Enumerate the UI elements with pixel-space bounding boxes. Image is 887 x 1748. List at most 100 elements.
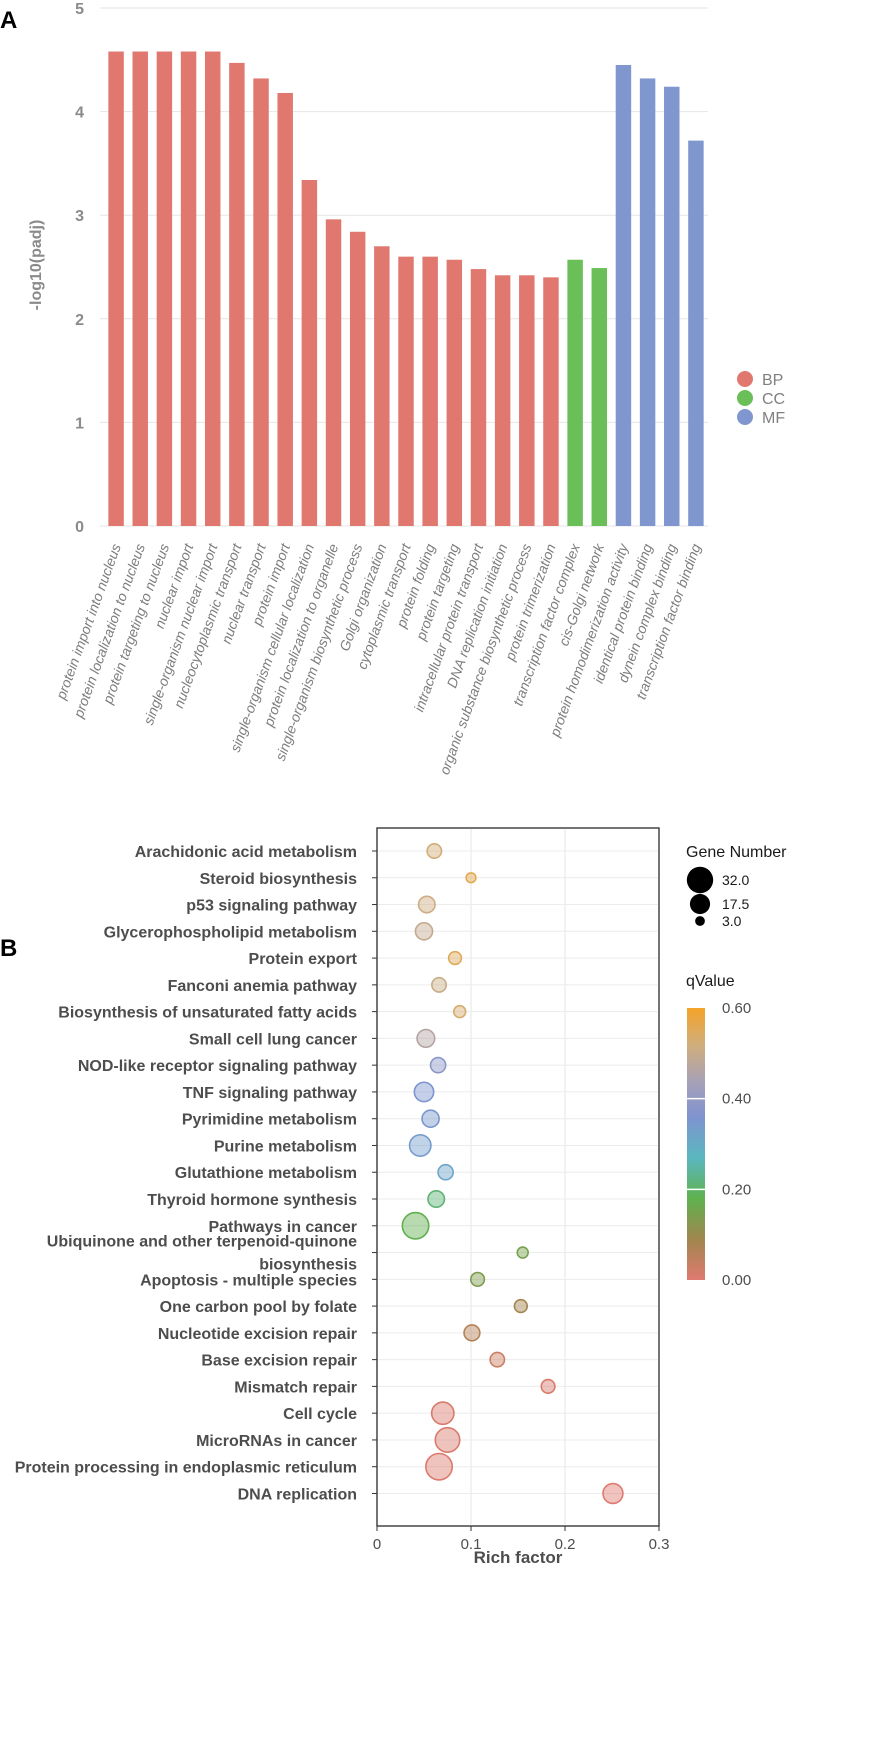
bar [615,64,632,526]
color-legend-label: 0.20 [722,1181,751,1198]
bar [470,269,487,526]
bubble [429,1056,447,1074]
legend-swatch [737,409,753,425]
legend-swatch [737,390,753,406]
pathway-label: Base excision repair [201,1353,357,1370]
size-legend-label: 3.0 [722,913,742,929]
bubble [452,1004,467,1019]
bar [688,140,704,526]
pathway-label: Biosynthesis of unsaturated fatty acids [58,1005,357,1022]
bubble [465,872,477,884]
bar [253,78,269,526]
bar [519,275,535,526]
pathway-label: Mismatch repair [234,1379,357,1396]
pathway-label: One carbon pool by folate [160,1299,357,1316]
pathway-label: Cell cycle [283,1406,357,1423]
y-tick-label: 4 [75,105,84,122]
x-tick-label: 0.1 [461,1536,482,1553]
bar [664,86,680,527]
pathway-label: Pathways in cancer [208,1219,357,1236]
bar [543,277,559,526]
kegg-bubble-chart: 0 0.1 0.2 0.3 Arachidonic acid metabolism Ste… [15,827,787,1567]
x-axis-label: Rich factor [474,1548,563,1567]
bar [180,51,197,527]
bar [422,256,438,526]
y-tick-label: 2 [75,312,84,329]
pathway-label: NOD-like receptor signaling pathway [78,1058,357,1075]
plot-frame [376,827,660,1527]
pathway-label: DNA replication [238,1486,357,1503]
bar [446,259,463,526]
size-legend-dot [686,866,714,894]
bubble [427,1189,446,1209]
size-legend-label: 32.0 [722,872,749,888]
bubble [401,1211,430,1240]
bubble [414,921,434,941]
pathway-label: MicroRNAs in cancer [196,1433,357,1450]
bar [374,246,390,526]
pathway-label: Purine metabolism [214,1138,357,1155]
bubble [516,1246,529,1259]
pathway-label: Thyroid hormone synthesis [147,1192,357,1209]
pathway-label: Apoptosis - multiple species [140,1272,357,1289]
y-tick-label: 1 [75,415,84,432]
pathway-label: Protein processing in endoplasmic reticu… [15,1460,357,1477]
pathway-label: Glutathione metabolism [175,1165,357,1182]
panel-a-label: A [0,7,17,34]
pathway-label: p53 signaling pathway [186,898,357,915]
bubble [408,1133,432,1157]
legend-swatch [737,371,753,387]
bar [639,78,656,526]
pathway-label: biosynthesis [259,1257,357,1274]
legend-label: BP [762,372,783,389]
legend-label: CC [762,391,785,408]
bubble [463,1324,481,1342]
color-bar [687,1008,705,1280]
pathway-label: Fanconi anemia pathway [168,978,357,995]
bar [132,51,148,527]
panel-b-label: B [0,935,17,962]
x-tick-label: 0 [373,1536,381,1553]
pathway-label: Ubiquinone and other terpenoid-quinone [47,1234,357,1251]
pathway-label: Glycerophospholipid metabolism [104,924,357,941]
bar [591,268,608,526]
size-legend-dot [689,893,711,915]
pathway-label: Arachidonic acid metabolism [135,844,357,861]
pathway-label: Small cell lung cancer [189,1031,357,1048]
bubble [469,1271,486,1287]
y-tick-label: 3 [75,208,84,225]
pathway-label: TNF signaling pathway [183,1085,357,1102]
size-legend-label: 17.5 [722,896,749,912]
bubble [431,976,448,993]
color-legend-title: qValue [686,973,735,990]
bar [277,92,293,527]
color-legend-label: 0.00 [722,1272,751,1289]
x-tick-label: 0.3 [649,1536,670,1553]
bubble [489,1351,506,1368]
bubble [417,895,436,914]
size-legend-dot [695,916,705,926]
bubble [416,1028,436,1049]
pathway-label: Nucleotide excision repair [158,1326,357,1343]
bubble [430,1401,455,1426]
bar [229,62,245,527]
bar [325,219,342,526]
bubble [426,842,443,859]
bubble [425,1452,454,1481]
bar [349,231,366,526]
bar [204,51,221,527]
bubble [434,1426,461,1453]
legend-label: MF [762,410,785,427]
bubble [437,1163,454,1181]
y-axis-label: -log10(padj) [28,220,45,311]
pathway-label: Pyrimidine metabolism [182,1112,357,1129]
bar [567,259,583,526]
x-tick-label: 0.2 [555,1536,576,1553]
bar [108,51,124,527]
bubble [421,1109,440,1129]
bubble [513,1298,529,1314]
bubble [413,1081,435,1103]
bar [494,275,511,526]
y-tick-label: 0 [75,519,84,536]
